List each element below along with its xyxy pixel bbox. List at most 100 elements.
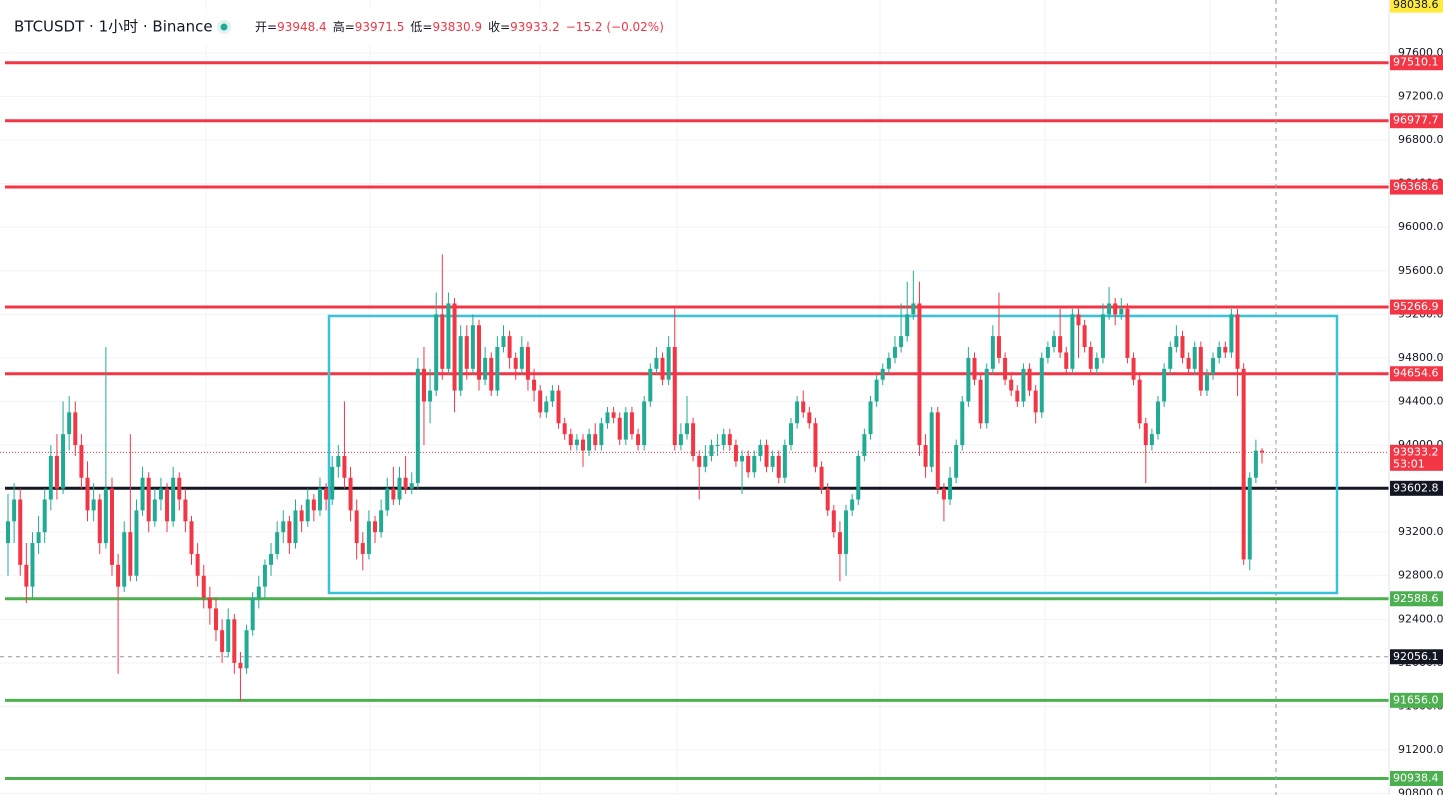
price-tag-label: 96977.7 [1393, 114, 1439, 127]
candle-body [813, 423, 818, 467]
y-tick-label: 95600.0 [1398, 264, 1443, 277]
candle-body [764, 445, 769, 467]
candle-body [73, 412, 78, 446]
candle-body [195, 553, 200, 576]
candle-body [874, 379, 879, 402]
price-tag-label: 92056.1 [1393, 650, 1439, 663]
ohlc-label: 收= [488, 20, 510, 34]
header: BTCUSDT · 1小时 · Binance 开=93948.4 高=93971… [0, 10, 664, 44]
price-tag-label: 91656.0 [1393, 693, 1439, 706]
candle-body [128, 532, 133, 576]
candle-body [1180, 336, 1185, 358]
candle-body [61, 434, 66, 489]
header-bg [0, 10, 640, 44]
candle-body [48, 455, 53, 500]
candle-body [1137, 379, 1142, 424]
candles [6, 254, 1264, 702]
candle-body [226, 619, 231, 652]
candle-body [1229, 314, 1234, 353]
candle-body [703, 455, 708, 467]
candle-body [1027, 368, 1032, 391]
candle-body [678, 434, 683, 446]
candle-body [587, 434, 592, 451]
candle-body [1119, 308, 1124, 315]
candle-body [617, 417, 622, 440]
candle-body [660, 357, 665, 380]
candle-body [366, 521, 371, 554]
candle-body [911, 303, 916, 315]
candle-body [1125, 308, 1130, 358]
candle-body [122, 532, 127, 587]
candle-body [1241, 368, 1246, 560]
candle-body [36, 532, 41, 544]
candle-body [421, 368, 426, 402]
candle-body [440, 314, 445, 369]
candle-body [158, 488, 163, 500]
candle-body [183, 499, 188, 522]
candle-body [54, 455, 59, 489]
candle-body [1156, 401, 1161, 435]
candle-body [1113, 303, 1118, 315]
candle-body [837, 532, 842, 554]
under-layer [0, 52, 1389, 795]
candle-body [831, 510, 836, 533]
candle-body [330, 466, 335, 500]
ohlc-label: 低= [410, 20, 432, 34]
price-tag [1390, 480, 1443, 496]
candle-body [581, 439, 586, 451]
candle-body [788, 423, 793, 446]
candle-body [733, 445, 738, 462]
candle-body [844, 510, 849, 554]
candle-body [917, 303, 922, 446]
candle-body [391, 488, 396, 500]
candle-body [862, 434, 867, 456]
candle-body [244, 630, 249, 669]
price-tag-label: 96368.6 [1393, 180, 1439, 193]
candle-body [1070, 314, 1075, 369]
candle-body [1186, 357, 1191, 369]
candle-body [91, 499, 96, 511]
candle-body [269, 553, 274, 565]
candle-body [305, 499, 310, 522]
y-tick-label: 96800.0 [1398, 133, 1443, 146]
candle-body [1094, 357, 1099, 369]
candle-body [12, 499, 17, 522]
candle-body [1082, 325, 1087, 348]
candle-body [1223, 347, 1228, 353]
ohlc-label: 高= [333, 19, 355, 34]
price-tag [1390, 649, 1443, 665]
candle-body [379, 510, 384, 533]
candle-body [85, 477, 90, 511]
price-tag [1390, 299, 1443, 315]
candle-body [201, 575, 206, 598]
candle-body [807, 412, 812, 424]
ohlc-label: 开= [255, 20, 277, 34]
candle-body [134, 510, 139, 576]
candle-body [972, 357, 977, 380]
y-tick-label: 94800.0 [1398, 351, 1443, 364]
price-tag-label: 93933.2 [1393, 445, 1439, 458]
price-axis: 90800.091200.091600.092000.092400.092800… [1390, 0, 1443, 795]
candle-body [299, 510, 304, 522]
status-dot [220, 23, 228, 31]
price-tag [1390, 692, 1443, 708]
y-tick-label: 90800.0 [1398, 787, 1443, 795]
candle-body [990, 336, 995, 369]
candle-body [556, 390, 561, 424]
candle-body [550, 390, 555, 402]
candle-body [978, 379, 983, 424]
candle-body [477, 325, 482, 380]
candle-body [801, 401, 806, 413]
price-tag [1390, 366, 1443, 382]
price-tag [1390, 55, 1443, 71]
candle-body [752, 455, 757, 473]
candle-body [611, 412, 616, 418]
candle-body [250, 597, 255, 631]
candle-body [574, 439, 579, 446]
candle-body [666, 347, 671, 380]
candle-body [1107, 303, 1112, 315]
candle-body [1039, 357, 1044, 413]
price-tag-label: 95266.9 [1393, 300, 1439, 313]
candle-body [1162, 368, 1167, 402]
